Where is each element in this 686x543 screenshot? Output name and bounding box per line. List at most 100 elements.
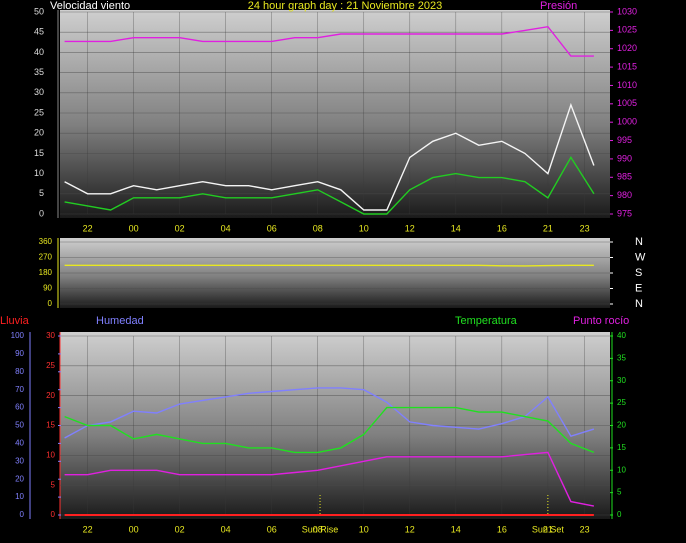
x-tick-label: 10 — [359, 223, 369, 233]
y-tick-label: 0 — [48, 299, 53, 308]
series-line — [64, 156, 595, 215]
y-tick-label: 50 — [34, 6, 44, 16]
x-tick-label: 14 — [451, 223, 461, 233]
y-tick-label: 0 — [39, 208, 44, 218]
x-tick-label: 21 — [543, 223, 553, 233]
y-tick-label: W — [635, 251, 646, 263]
annotation-label: Sun Rise — [302, 524, 339, 534]
x-tick-label: 00 — [129, 524, 139, 534]
y-tick-label: 10 — [15, 492, 24, 501]
y-label: Velocidad viento — [50, 0, 130, 12]
y-tick-label: 40 — [15, 439, 24, 448]
plot-background — [60, 10, 610, 218]
title: 24 hour graph day : 21 Noviembre 2023 — [248, 0, 442, 12]
y-tick-label: 1000 — [617, 117, 637, 127]
y-tick-label: 100 — [11, 331, 25, 340]
y-tick-label: 5 — [51, 480, 56, 489]
y-tick-label: 15 — [34, 148, 44, 158]
series-line — [64, 451, 595, 507]
y-tick-label: 975 — [617, 208, 632, 218]
y-tick-label: 30 — [617, 376, 626, 385]
y-tick-label: 30 — [34, 87, 44, 97]
x-tick-label: 23 — [580, 524, 590, 534]
legend-label: Lluvia — [0, 315, 30, 327]
y-tick-label: 985 — [617, 172, 632, 182]
y-tick-label: 20 — [34, 128, 44, 138]
y-tick-label: 90 — [15, 349, 24, 358]
y-tick-label: E — [635, 282, 642, 294]
y-tick-label: 1025 — [617, 25, 637, 35]
y-tick-label: 360 — [39, 237, 53, 246]
legend-label: Humedad — [96, 315, 144, 327]
x-tick-label: 00 — [129, 223, 139, 233]
y-tick-label: 1005 — [617, 98, 637, 108]
y-tick-label: 60 — [15, 403, 24, 412]
x-tick-label: 23 — [580, 223, 590, 233]
y-tick-label: N — [635, 236, 643, 248]
y-tick-label: 80 — [15, 367, 24, 376]
x-tick-label: 16 — [497, 524, 507, 534]
y-tick-label: 0 — [617, 510, 622, 519]
y-tick-label: 70 — [15, 385, 24, 394]
y-tick-label: 20 — [46, 391, 55, 400]
y-tick-label: 15 — [617, 443, 626, 452]
y-tick-label: 990 — [617, 153, 632, 163]
y-tick-label: 45 — [34, 27, 44, 37]
y-tick-label: 10 — [617, 465, 626, 474]
y-tick-label: 180 — [39, 268, 53, 277]
y-tick-label: 30 — [15, 456, 24, 465]
x-tick-label: 21 — [543, 524, 553, 534]
x-tick-label: 06 — [267, 524, 277, 534]
x-tick-label: 08 — [313, 524, 323, 534]
x-tick-label: 04 — [221, 524, 231, 534]
y-tick-label: 995 — [617, 135, 632, 145]
y-tick-label: 1015 — [617, 61, 637, 71]
y-tick-label: 25 — [617, 398, 626, 407]
y-tick-label: 5 — [39, 188, 44, 198]
y-tick-label: 50 — [15, 421, 24, 430]
legend-label: Temperatura — [455, 315, 518, 327]
x-tick-label: 16 — [497, 223, 507, 233]
x-tick-label: 22 — [83, 223, 93, 233]
x-tick-label: 10 — [359, 524, 369, 534]
y-tick-label: 0 — [20, 510, 25, 519]
y-tick-label: 5 — [617, 488, 622, 497]
x-tick-label: 14 — [451, 524, 461, 534]
x-tick-label: 08 — [313, 223, 323, 233]
x-tick-label: 06 — [267, 223, 277, 233]
y-tick-label: 1030 — [617, 6, 637, 16]
y-tick-label: 20 — [617, 421, 626, 430]
y-tick-label: 20 — [15, 474, 24, 483]
series-line — [64, 264, 594, 267]
series-line — [64, 25, 594, 57]
y-tick-label: 1010 — [617, 80, 637, 90]
annotation-label: Sun Set — [532, 524, 565, 534]
y-tick-label: 90 — [43, 284, 52, 293]
x-tick-label: 04 — [221, 223, 231, 233]
y-tick-label: 980 — [617, 190, 632, 200]
y-tick-label: 1020 — [617, 43, 637, 53]
y-tick-label: N — [635, 298, 643, 310]
y-tick-label: 10 — [34, 168, 44, 178]
y-tick-label: 35 — [617, 353, 626, 362]
y-tick-label: 40 — [34, 47, 44, 57]
y2-label: Presión — [540, 0, 577, 12]
y-tick-label: 0 — [51, 510, 56, 519]
series-line — [64, 102, 595, 211]
y-tick-label: 10 — [46, 450, 55, 459]
x-tick-label: 02 — [175, 524, 185, 534]
legend-label: Punto rocío — [573, 315, 629, 327]
x-tick-label: 12 — [405, 524, 415, 534]
y-tick-label: 270 — [39, 253, 53, 262]
y-tick-label: 40 — [617, 331, 626, 340]
series-line — [64, 406, 595, 454]
x-tick-label: 02 — [175, 223, 185, 233]
x-tick-label: 22 — [83, 524, 93, 534]
series-line — [64, 387, 595, 439]
y-tick-label: 25 — [34, 107, 44, 117]
y-tick-label: 35 — [34, 67, 44, 77]
x-tick-label: 12 — [405, 223, 415, 233]
y-tick-label: 30 — [46, 331, 55, 340]
